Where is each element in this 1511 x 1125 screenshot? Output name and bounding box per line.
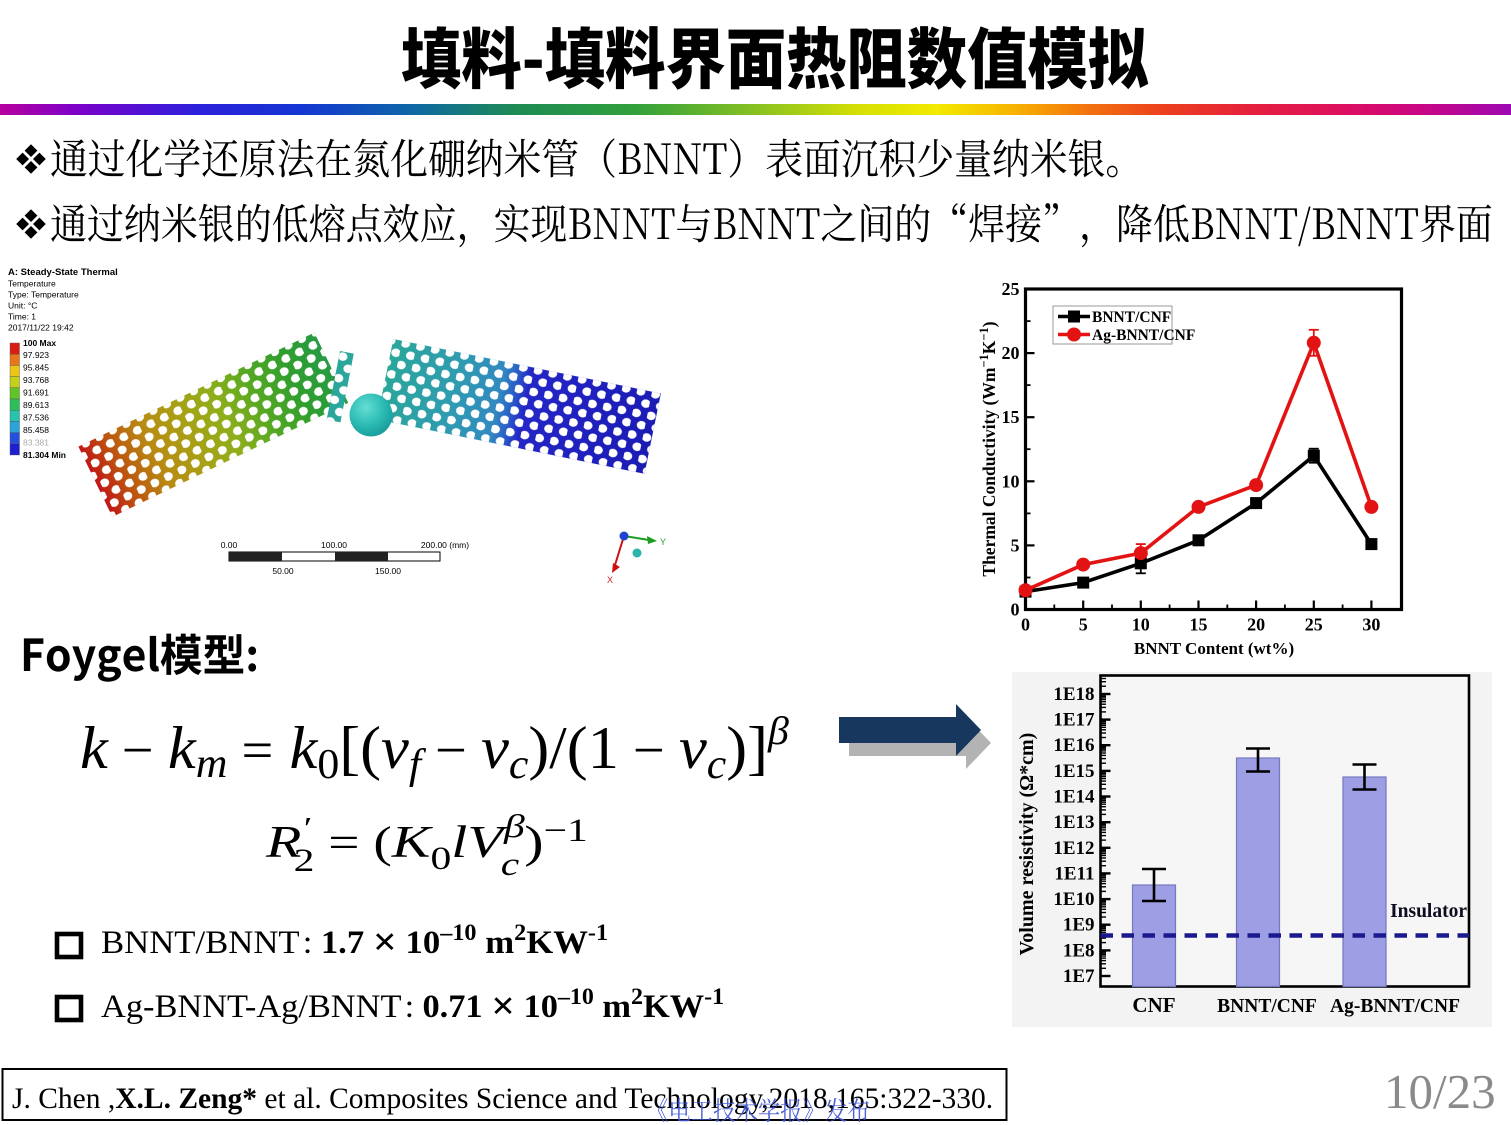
svg-text:20: 20 — [1002, 343, 1020, 363]
svg-text:1E11: 1E11 — [1054, 863, 1094, 884]
svg-text:1E7: 1E7 — [1063, 966, 1095, 987]
svg-text:BNNT Content (wt%): BNNT Content (wt%) — [1134, 639, 1294, 658]
svg-text:1E17: 1E17 — [1053, 710, 1095, 731]
svg-text:Volume resistivity (Ω*cm): Volume resistivity (Ω*cm) — [1016, 733, 1038, 956]
svg-text:1E9: 1E9 — [1063, 915, 1095, 936]
svg-text:J. Chen ,X.L. Zeng* et al. Com: J. Chen ,X.L. Zeng* et al. Composites Sc… — [12, 1083, 993, 1115]
svg-text:Ag-BNNT-Ag/BNNT:0.71 × 10–10 m: Ag-BNNT-Ag/BNNT: 0.71 × 10–10 m2KW-1 — [101, 984, 724, 1028]
svg-text:1E18: 1E18 — [1053, 684, 1094, 705]
svg-text:10: 10 — [1132, 615, 1150, 635]
svg-text:89.613: 89.613 — [23, 400, 49, 410]
svg-text:1E13: 1E13 — [1053, 812, 1094, 833]
svg-text:20: 20 — [1247, 615, 1265, 635]
svg-text:15: 15 — [1002, 407, 1020, 427]
svg-text:97.923: 97.923 — [23, 350, 49, 360]
svg-text:81.304 Min: 81.304 Min — [23, 450, 66, 460]
svg-text:85.458: 85.458 — [23, 425, 49, 435]
svg-text:10: 10 — [1002, 471, 1020, 491]
svg-text:100.00: 100.00 — [321, 540, 347, 550]
svg-text:95.845: 95.845 — [23, 363, 49, 373]
svg-text:1E14: 1E14 — [1053, 787, 1095, 808]
svg-text:200.00 (mm): 200.00 (mm) — [421, 540, 469, 550]
svg-text:BNNT/CNF: BNNT/CNF — [1092, 309, 1171, 326]
svg-text:1E10: 1E10 — [1053, 889, 1094, 910]
svg-text:Insulator: Insulator — [1390, 901, 1467, 922]
svg-text:BNNT/CNF: BNNT/CNF — [1217, 996, 1317, 1017]
svg-text:30: 30 — [1362, 615, 1380, 635]
svg-text:Y: Y — [660, 537, 666, 547]
svg-text:A: Steady-State Thermal: A: Steady-State Thermal — [8, 267, 118, 278]
svg-text:100 Max: 100 Max — [23, 338, 56, 348]
svg-text:15: 15 — [1190, 615, 1208, 635]
svg-text:83.381: 83.381 — [23, 437, 49, 447]
svg-text:1E15: 1E15 — [1053, 761, 1094, 782]
svg-text:Temperature: Temperature — [8, 279, 56, 289]
svg-text:91.691: 91.691 — [23, 388, 49, 398]
svg-text:50.00: 50.00 — [272, 566, 294, 576]
svg-text:k − km = k0[(vf − vc)/(1 − vc): k − km = k0[(vf − vc)/(1 − vc)]β — [80, 709, 790, 788]
svg-text:X: X — [607, 575, 613, 585]
svg-text:CNF: CNF — [1132, 993, 1175, 1017]
svg-text:2017/11/22 19:42: 2017/11/22 19:42 — [8, 323, 74, 333]
svg-text:0: 0 — [1011, 600, 1020, 620]
svg-text:BNNT/BNNT:1.7 × 10–10 m2KW-1: BNNT/BNNT: 1.7 × 10–10 m2KW-1 — [101, 919, 608, 964]
svg-text:25: 25 — [1305, 615, 1323, 635]
svg-text:5: 5 — [1079, 615, 1088, 635]
svg-text:1E16: 1E16 — [1053, 735, 1094, 756]
svg-text:93.768: 93.768 — [23, 375, 49, 385]
svg-text:1E8: 1E8 — [1063, 940, 1095, 961]
svg-text:1E12: 1E12 — [1053, 838, 1094, 859]
svg-text:0: 0 — [1021, 615, 1030, 635]
svg-text:Type: Temperature: Type: Temperature — [8, 290, 79, 300]
svg-text:Thermal Conductivity (Wm−1K−1): Thermal Conductivity (Wm−1K−1) — [977, 321, 999, 576]
svg-text:25: 25 — [1002, 279, 1020, 299]
svg-text:87.536: 87.536 — [23, 413, 49, 423]
svg-text:Ag-BNNT/CNF: Ag-BNNT/CNF — [1092, 327, 1195, 344]
svg-text:10/23: 10/23 — [1384, 1064, 1496, 1119]
svg-text:150.00: 150.00 — [375, 566, 401, 576]
svg-text:Time: 1: Time: 1 — [8, 312, 36, 322]
svg-text:5: 5 — [1011, 535, 1020, 555]
svg-text:Unit: °C: Unit: °C — [8, 301, 37, 311]
svg-text:0.00: 0.00 — [221, 540, 238, 550]
svg-text:Ag-BNNT/CNF: Ag-BNNT/CNF — [1330, 996, 1460, 1017]
